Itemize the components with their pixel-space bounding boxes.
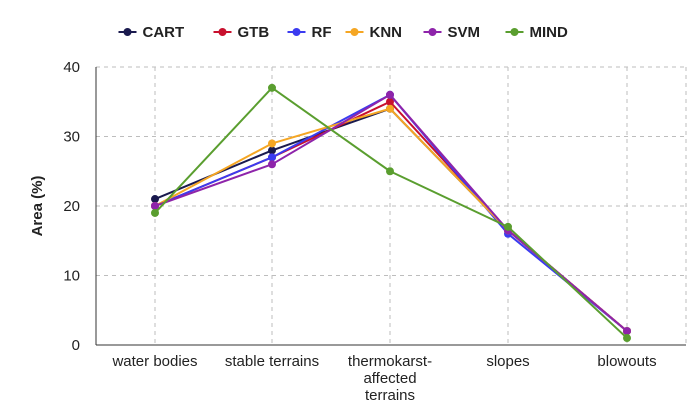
- x-category-label: water bodies: [111, 353, 197, 370]
- data-point: [151, 208, 159, 217]
- legend-item-rf: RF: [287, 24, 332, 41]
- legend-label: CART: [143, 24, 185, 41]
- data-point: [623, 327, 631, 336]
- y-tick-label: 0: [72, 337, 80, 354]
- legend-marker: [510, 28, 519, 36]
- series-line: [154, 86, 628, 339]
- legend-item-knn: KNN: [345, 24, 403, 41]
- legend-marker: [218, 28, 227, 36]
- y-tick-label: 10: [63, 268, 80, 285]
- legend-label: GTB: [238, 24, 270, 41]
- data-point: [268, 139, 276, 148]
- series-line: [154, 107, 628, 332]
- x-category-label: thermokarst-affected terrains: [348, 353, 432, 404]
- legend-label: RF: [312, 24, 332, 41]
- series-rf: [151, 90, 631, 336]
- data-point: [386, 90, 394, 99]
- series-mind: [151, 83, 631, 343]
- series-line: [154, 93, 628, 332]
- legend-marker: [123, 28, 132, 36]
- data-point: [386, 97, 394, 106]
- legend-marker: [350, 28, 359, 36]
- data-point: [268, 153, 276, 162]
- legend-marker: [428, 28, 437, 36]
- data-point: [268, 83, 276, 92]
- legend-label: SVM: [448, 24, 481, 41]
- legend-marker: [292, 28, 301, 36]
- data-point: [268, 146, 276, 155]
- data-point: [151, 202, 159, 210]
- series-svm: [151, 90, 631, 336]
- x-axis-categories: water bodies stable terrains thermokarst-a…: [111, 353, 656, 404]
- y-tick-label: 30: [63, 129, 80, 146]
- legend-item-gtb: GTB: [213, 24, 270, 41]
- data-point: [151, 195, 159, 204]
- legend-item-mind: MIND: [505, 24, 568, 41]
- y-tick-label: 20: [63, 198, 80, 215]
- x-category-label: stable terrains: [225, 353, 319, 370]
- legend-label: KNN: [370, 24, 403, 41]
- data-point: [623, 334, 631, 343]
- series-gtb: [151, 97, 631, 336]
- y-tick-label: 40: [63, 59, 80, 76]
- x-category-label: slopes: [486, 353, 529, 370]
- series-line: [154, 93, 628, 332]
- legend-item-cart: CART: [118, 24, 185, 41]
- y-axis-ticks: 0 10 20 30 40: [63, 59, 80, 354]
- data-point: [386, 104, 394, 113]
- legend: CART GTB RF KNN SVM MIND: [118, 24, 568, 41]
- x-category-label: blowouts: [597, 353, 656, 370]
- legend-item-svm: SVM: [423, 24, 481, 41]
- series-group: [151, 83, 631, 343]
- legend-label: MIND: [530, 24, 568, 41]
- series-line: [154, 107, 628, 332]
- data-point: [268, 160, 276, 169]
- data-point: [386, 167, 394, 176]
- data-point: [504, 222, 512, 231]
- y-axis-label: Area (%): [29, 176, 46, 237]
